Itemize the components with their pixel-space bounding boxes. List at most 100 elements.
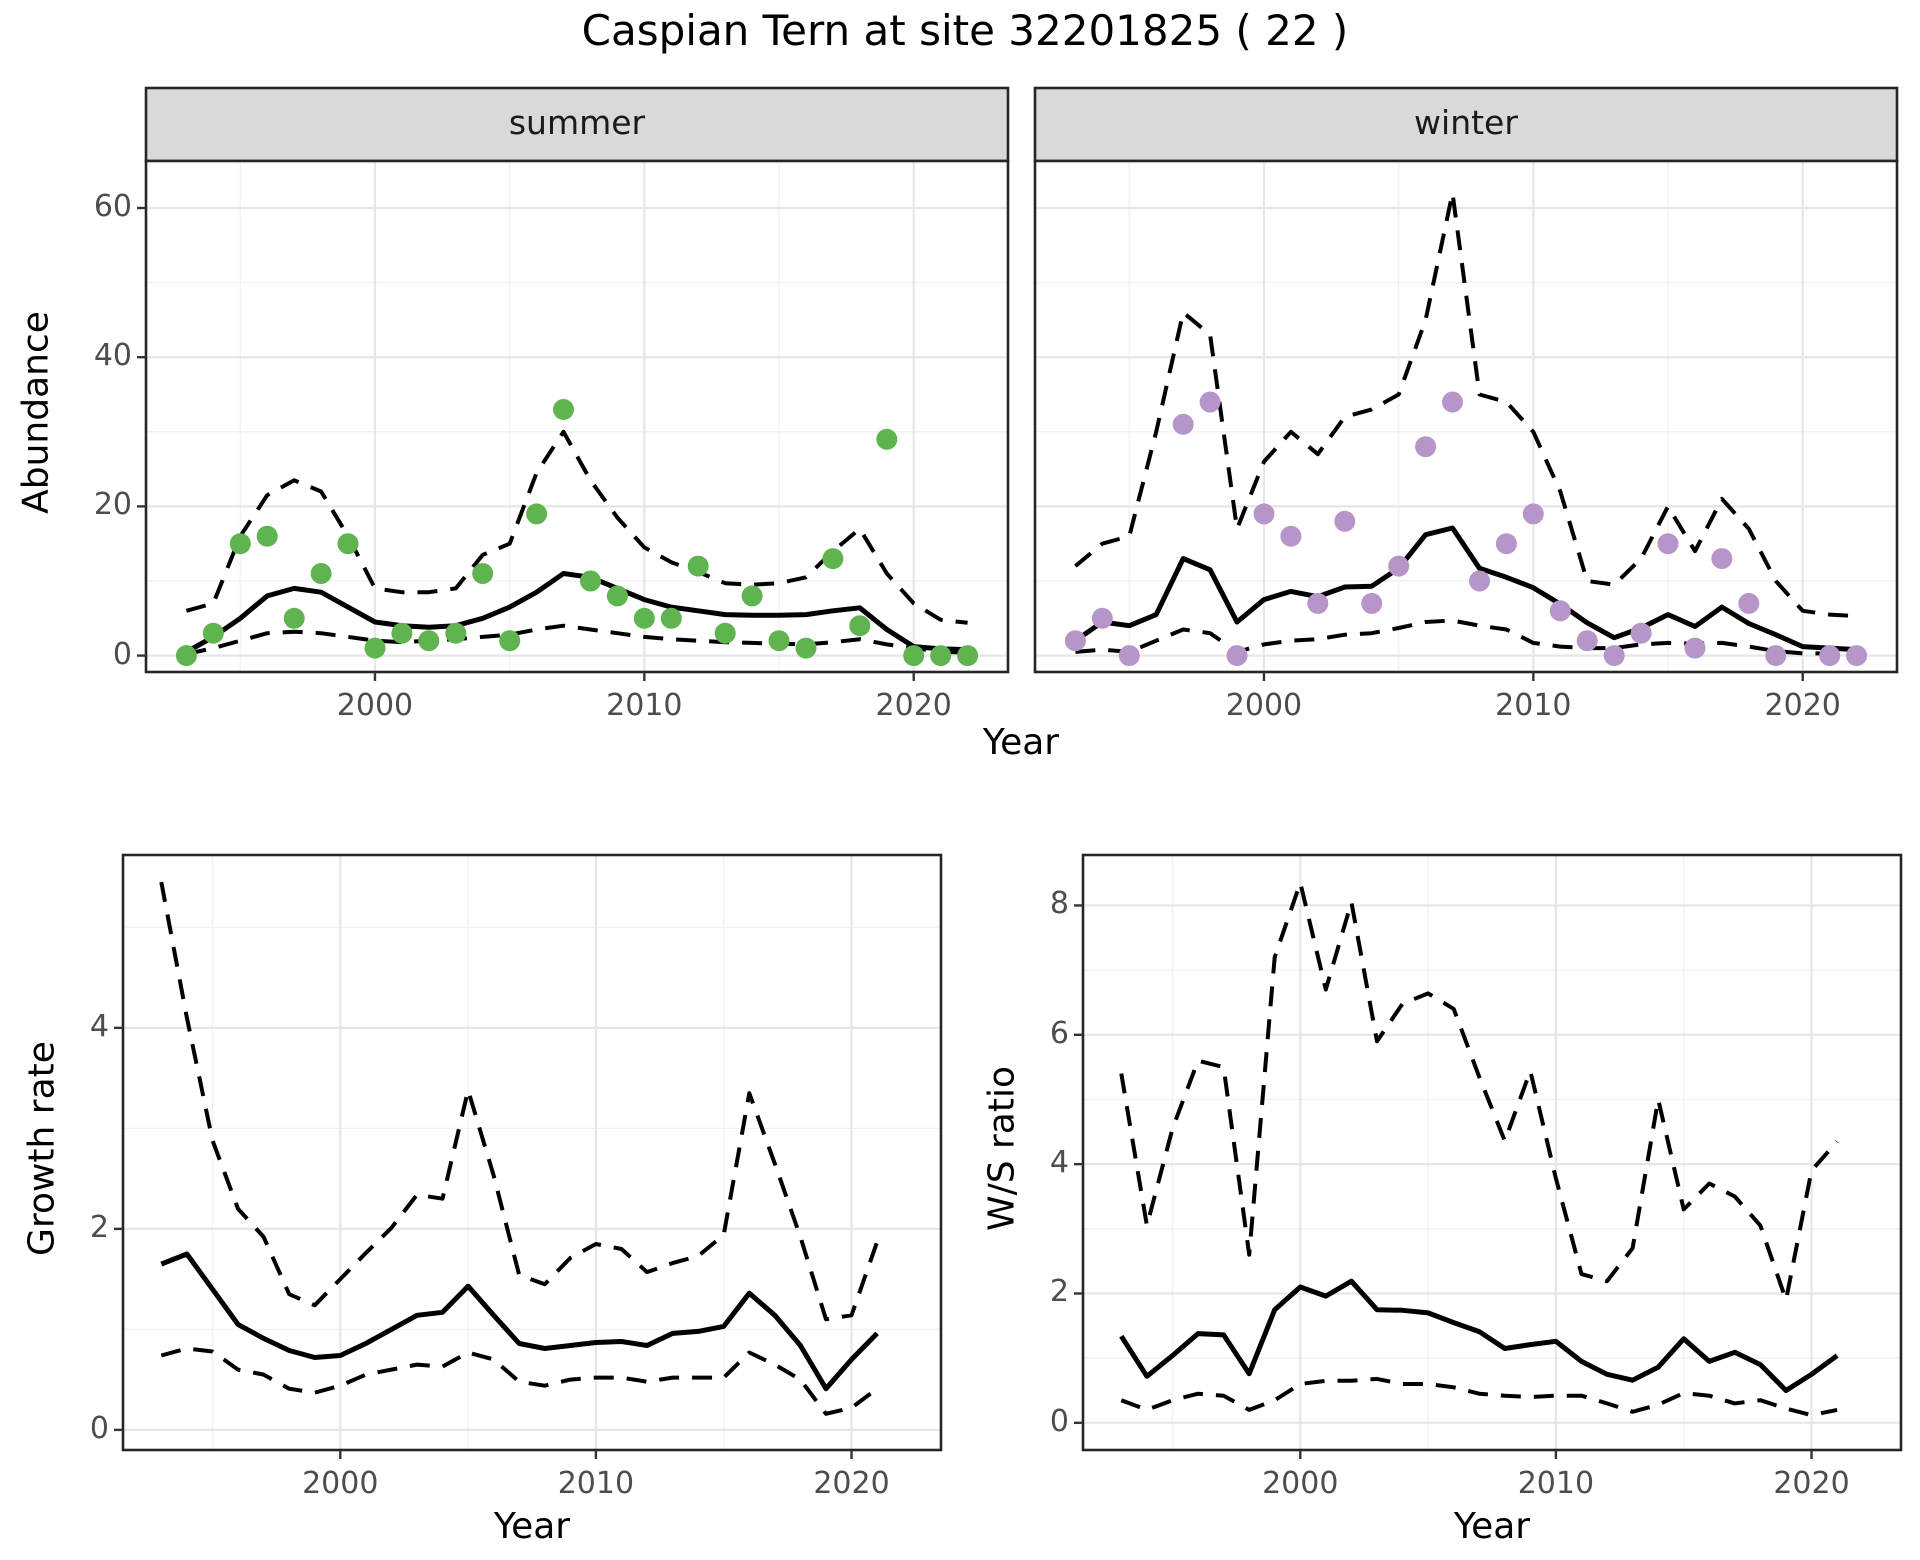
x-axis-title-year-ws: Year xyxy=(1453,1506,1531,1547)
x-tick-label: 2000 xyxy=(1225,688,1303,723)
panel-border xyxy=(121,853,943,1452)
data-point-observed xyxy=(849,615,871,637)
data-point-observed xyxy=(1334,510,1356,532)
panel-background xyxy=(1083,855,1901,1450)
x-tick-label: 2020 xyxy=(1764,688,1841,723)
x-tick-label: 2000 xyxy=(1262,1466,1339,1501)
panel-border xyxy=(1033,159,1899,674)
y-tick-label: 0 xyxy=(112,636,132,672)
series-median xyxy=(160,1251,879,1392)
x-tick-label: 2020 xyxy=(875,688,952,723)
data-point-observed xyxy=(1415,436,1437,458)
series-median xyxy=(185,571,968,655)
data-point-observed xyxy=(903,645,925,667)
data-point-observed xyxy=(633,607,655,629)
y-tick-label: 0 xyxy=(1049,1403,1069,1439)
series-lower_ci xyxy=(160,1346,879,1416)
data-point-observed xyxy=(1199,391,1221,413)
data-point-observed xyxy=(606,585,628,607)
data-point-observed xyxy=(337,533,359,555)
series-upper_ci xyxy=(1074,191,1857,619)
data-point-observed xyxy=(714,622,736,644)
data-point-observed xyxy=(1711,548,1733,570)
x-tick-label: 2010 xyxy=(1517,1466,1595,1501)
data-point-observed xyxy=(1388,555,1410,577)
data-point-observed xyxy=(1226,645,1248,667)
panel-border xyxy=(144,159,1010,674)
y-tick-label: 40 xyxy=(93,338,132,374)
page-title: Caspian Tern at site 32201825 ( 22 ) xyxy=(581,6,1349,55)
series-upper_ci xyxy=(159,881,879,1322)
data-point-observed xyxy=(1846,645,1868,667)
y-tick-label: 8 xyxy=(1049,886,1069,922)
series-median xyxy=(1119,1278,1839,1393)
x-tick-label: 2020 xyxy=(813,1466,890,1501)
data-point-observed xyxy=(472,563,494,584)
facet-strip xyxy=(1033,86,1899,163)
y-tick-label: 6 xyxy=(1049,1015,1069,1051)
data-point-observed xyxy=(553,398,574,420)
data-point-observed xyxy=(283,607,305,629)
data-point-observed xyxy=(1549,600,1571,622)
data-point-observed xyxy=(1064,630,1086,652)
x-tick-label: 2000 xyxy=(302,1466,379,1501)
data-point-observed xyxy=(364,637,386,659)
data-point-observed xyxy=(1469,570,1490,592)
data-point-observed xyxy=(1522,503,1544,525)
series-median xyxy=(1073,525,1857,653)
data-point-observed xyxy=(795,637,817,659)
facet-strip xyxy=(144,86,1010,163)
data-point-observed xyxy=(660,607,682,629)
data-point-observed xyxy=(741,585,763,607)
y-tick-label: 20 xyxy=(93,487,132,523)
data-point-observed xyxy=(1603,645,1625,667)
y-tick-label: 2 xyxy=(89,1209,109,1245)
data-point-observed xyxy=(526,503,548,525)
series-lower_ci xyxy=(1075,618,1857,656)
panel-background xyxy=(123,855,941,1450)
x-tick-label: 2020 xyxy=(1773,1466,1850,1501)
data-point-observed xyxy=(202,622,224,644)
y-tick-label: 4 xyxy=(1049,1145,1069,1181)
data-point-observed xyxy=(175,645,197,667)
facet-strip-summer: summer xyxy=(508,103,646,142)
facet-strip-winter: winter xyxy=(1414,103,1518,142)
data-point-observed xyxy=(1091,607,1113,629)
data-point-observed xyxy=(310,563,332,584)
y-tick-label: 0 xyxy=(89,1410,109,1446)
data-point-observed xyxy=(1361,592,1383,614)
data-point-observed xyxy=(930,645,952,667)
data-point-observed xyxy=(1819,645,1841,667)
data-point-observed xyxy=(1495,533,1517,555)
data-point-observed xyxy=(876,428,898,450)
data-point-observed xyxy=(499,630,521,652)
x-axis-title-year-growth: Year xyxy=(493,1506,571,1547)
data-point-observed xyxy=(580,570,601,592)
data-point-observed xyxy=(687,555,709,577)
data-point-observed xyxy=(445,622,467,644)
data-point-observed xyxy=(1307,592,1329,614)
x-tick-label: 2000 xyxy=(336,688,414,723)
panel-background xyxy=(146,161,1008,672)
data-point-observed xyxy=(1118,645,1140,667)
data-point-observed xyxy=(1253,503,1275,525)
data-point-observed xyxy=(1684,637,1706,659)
y-axis-title-growth-rate: Growth rate xyxy=(21,1041,63,1256)
data-point-observed xyxy=(1738,592,1760,614)
data-point-observed xyxy=(1630,622,1652,644)
x-axis-title-year-top: Year xyxy=(982,722,1060,763)
data-point-observed xyxy=(822,548,844,570)
series-upper_ci xyxy=(1119,880,1839,1302)
x-tick-label: 2010 xyxy=(557,1466,635,1501)
y-tick-label: 4 xyxy=(89,1008,109,1044)
y-tick-label: 2 xyxy=(1049,1274,1069,1310)
data-point-observed xyxy=(1765,645,1787,667)
panel-border xyxy=(1081,853,1903,1452)
series-upper_ci xyxy=(185,429,968,625)
data-point-observed xyxy=(1657,533,1679,555)
data-point-observed xyxy=(1442,391,1463,413)
x-tick-label: 2010 xyxy=(606,688,683,723)
x-tick-label: 2010 xyxy=(1495,688,1572,723)
series-lower_ci xyxy=(185,623,968,657)
